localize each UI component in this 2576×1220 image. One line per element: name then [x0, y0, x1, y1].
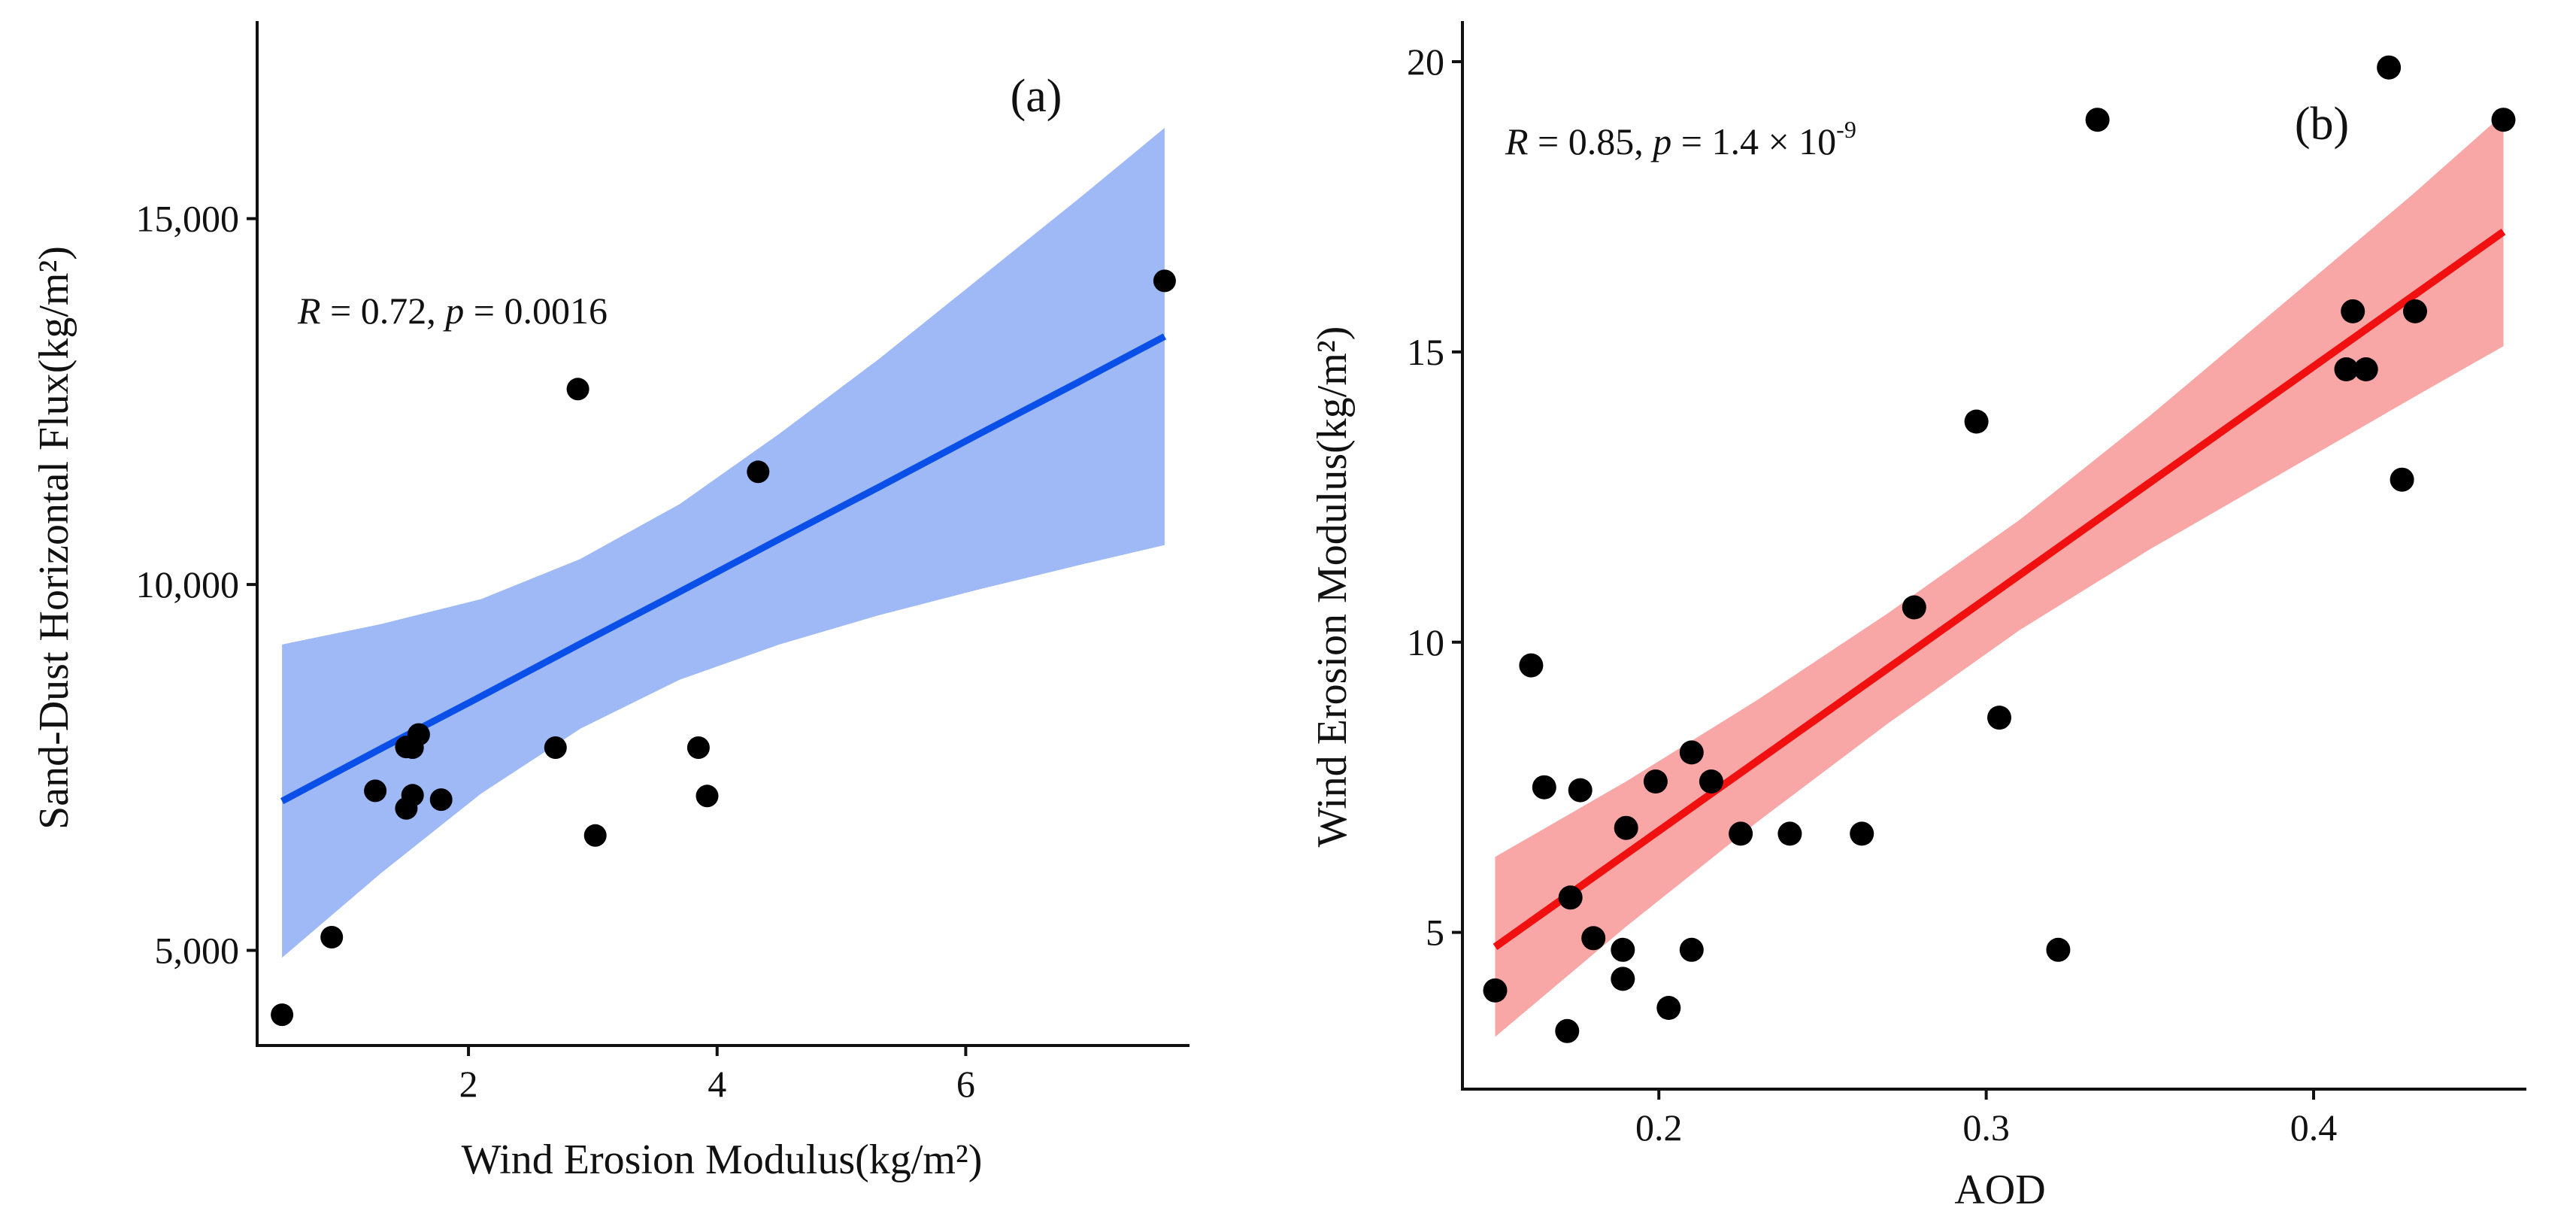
panel-label-b: (b) [2295, 99, 2349, 150]
x-tick-label: 6 [956, 1063, 975, 1105]
data-point [429, 788, 453, 812]
y-ticks-a: 5,000 10,000 15,000 [136, 198, 257, 972]
data-point [1581, 926, 1606, 951]
data-point [544, 736, 567, 759]
data-point [271, 1003, 294, 1027]
stat-annotation-a: R = 0.72, p = 0.0016 [297, 290, 608, 332]
data-point [2334, 357, 2359, 381]
y-axis-title-b: Wind Erosion Modulus(kg/m²) [1309, 326, 1356, 848]
data-point [2085, 108, 2110, 132]
data-point [1568, 778, 1593, 803]
panel-label-a: (a) [1011, 71, 1062, 122]
stat-annotation-b: R = 0.85, p = 1.4 × 10-9 [1505, 116, 1856, 162]
y-tick-label: 5,000 [155, 930, 240, 972]
y-tick-label: 15,000 [136, 198, 240, 240]
x-ticks-a: 2 4 6 [459, 1045, 975, 1105]
data-point [1656, 996, 1681, 1020]
x-tick-label: 2 [459, 1063, 478, 1105]
data-point [2377, 55, 2402, 80]
data-point [1153, 269, 1176, 293]
x-axis-title-b: AOD [1954, 1167, 2045, 1213]
regression-line-a [280, 333, 1167, 805]
data-point [1643, 769, 1668, 794]
data-point [1964, 409, 1989, 434]
data-point [320, 926, 344, 948]
data-point [1850, 821, 1874, 846]
points-a [271, 269, 1176, 1027]
data-point [407, 723, 430, 746]
confidence-band-b [1495, 114, 2504, 1037]
x-tick-label: 0.2 [1635, 1106, 1683, 1149]
x-axis-title-a: Wind Erosion Modulus(kg/m²) [462, 1137, 983, 1183]
data-point [1555, 1018, 1580, 1043]
data-point [401, 784, 424, 807]
data-point [1611, 967, 1635, 991]
data-point [1614, 815, 1638, 840]
data-point [1679, 740, 1704, 765]
panel-b: 0.2 0.3 0.4 5 10 15 20 (b) R = 0.85, p = 1.4 … [1309, 21, 2526, 1213]
data-point [1483, 978, 1508, 1003]
data-point [2046, 937, 2071, 962]
data-point [2341, 299, 2365, 323]
data-point [1519, 653, 1544, 678]
x-ticks-b: 0.2 0.3 0.4 [1635, 1089, 2337, 1149]
data-point [1987, 706, 2011, 730]
x-tick-label: 0.3 [1962, 1106, 2010, 1149]
data-point [696, 785, 719, 808]
data-point [1777, 821, 1802, 846]
data-point [1611, 937, 1635, 962]
y-tick-label: 10 [1407, 621, 1444, 663]
x-tick-label: 0.4 [2290, 1106, 2338, 1149]
data-point [1679, 937, 1704, 962]
panel-a: 2 4 6 5,000 10,000 15,000 (a) R = 0.72, p = … [31, 21, 1190, 1183]
data-point [2390, 467, 2414, 492]
data-point [1532, 775, 1556, 800]
points-b [1483, 55, 2516, 1043]
y-tick-label: 10,000 [136, 563, 240, 605]
data-point [1729, 821, 1753, 846]
data-point [1902, 595, 1926, 620]
data-point [1699, 769, 1723, 794]
data-point [686, 736, 710, 759]
confidence-band-a [282, 128, 1165, 958]
data-point [1558, 885, 1583, 910]
data-point [364, 779, 387, 803]
y-tick-label: 5 [1426, 912, 1444, 954]
data-point [2353, 357, 2378, 381]
data-point [747, 460, 770, 484]
y-tick-label: 20 [1407, 41, 1444, 83]
data-point [2491, 108, 2516, 132]
regression-line-b [1493, 229, 2506, 950]
data-point [566, 378, 589, 401]
data-point [583, 824, 607, 847]
y-ticks-b: 5 10 15 20 [1407, 41, 1462, 954]
data-point [2403, 299, 2427, 323]
y-axis-title-a: Sand-Dust Horizontal Flux(kg/m²) [31, 246, 77, 830]
y-tick-label: 15 [1407, 331, 1444, 373]
x-tick-label: 4 [708, 1063, 726, 1105]
